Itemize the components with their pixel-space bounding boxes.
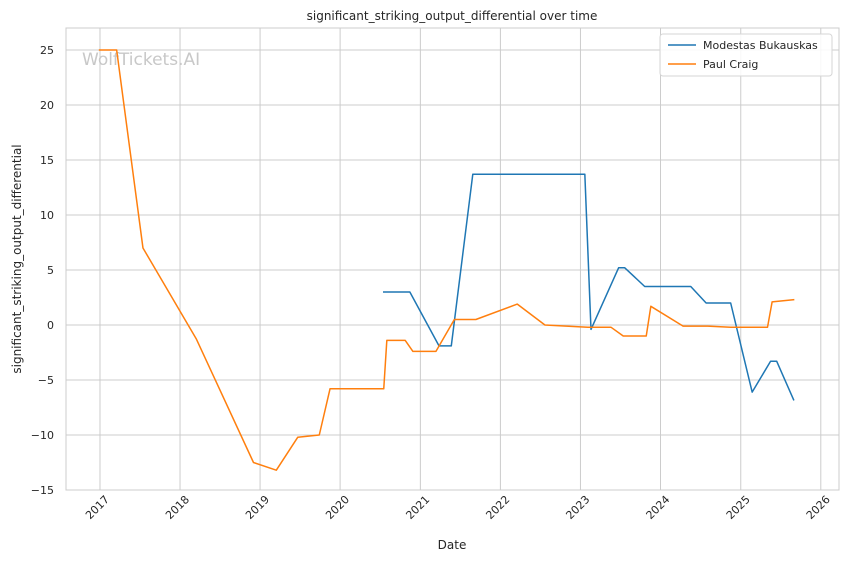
y-tick-label: 15 [40,154,54,167]
series-layer [98,49,795,471]
watermark: WolfTickets.AI [82,50,200,70]
y-tick-label: 20 [40,99,54,112]
chart-title: significant_striking_output_differential… [307,9,598,23]
y-tick-label: 5 [47,264,54,277]
series-line-modestas-bukauskas [383,173,795,401]
y-tick-label: −5 [38,374,54,387]
y-tick-label: −15 [31,484,54,497]
x-axis-label: Date [438,538,467,552]
legend: Modestas Bukauskas Paul Craig [659,33,833,77]
y-tick-labels: −15 −10 −5 0 5 10 15 20 25 [31,44,54,497]
legend-box [659,33,833,77]
y-axis-label: significant_striking_output_differential [10,144,24,373]
y-tick-label: 25 [40,44,54,57]
legend-label-modestas-bukauskas: Modestas Bukauskas [703,39,818,52]
plot-area [65,27,840,491]
y-tick-label: 0 [47,319,54,332]
legend-label-paul-craig: Paul Craig [703,58,758,71]
y-tick-label: −10 [31,429,54,442]
y-tick-label: 10 [40,209,54,222]
series-line-paul-craig [98,49,795,471]
